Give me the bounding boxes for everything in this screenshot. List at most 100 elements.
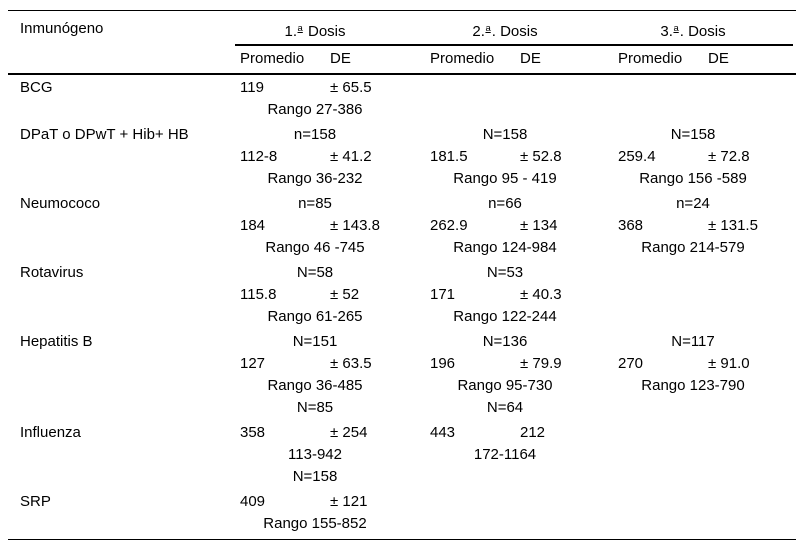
table-row: SRP 409 ± 121 Rango 155-852: [8, 491, 796, 535]
center-value: Rango 155-852: [263, 515, 367, 532]
table-row: Rotavirus N=58 115.8 ± 52 Rango 61-265 N=53 17…: [8, 262, 796, 328]
subheader-dose-3: Promedio DE: [608, 48, 778, 70]
center-value: N=53: [486, 264, 524, 281]
dose-2-ordinal: a: [485, 23, 491, 34]
center-value: N=85: [296, 399, 334, 416]
table-row: BCG 119 ± 65.5 Rango 27-386: [8, 77, 796, 121]
center-value: Rango 46 -745: [265, 239, 365, 256]
dose-cell: 119 ± 65.5 Rango 27-386: [230, 77, 400, 121]
subheader-promedio-2: Promedio: [430, 50, 495, 67]
center-value: Rango 36-485: [267, 377, 363, 394]
center-value: N=158: [292, 468, 338, 485]
center-value: N=136: [482, 333, 528, 350]
de-value: ± 134: [520, 217, 558, 234]
subheader-dose-1: Promedio DE: [230, 48, 400, 70]
de-value: ± 40.3: [520, 286, 562, 303]
table-row: Neumococo n=85 184 ± 143.8 Rango 46 -745 n=66…: [8, 193, 796, 259]
stat-line: 443 212: [420, 422, 590, 444]
column-header-dose-3: 3.a. Dosis: [608, 18, 778, 43]
center-value: Rango 214-579: [641, 239, 745, 256]
promedio-value: 409: [240, 493, 266, 510]
stat-line: 112-8 ± 41.2: [230, 146, 400, 168]
stat-line: 127 ± 63.5: [230, 353, 400, 375]
center-value: n=85: [298, 195, 332, 212]
promedio-value: 262.9: [430, 217, 468, 234]
column-header-dose-1: 1.a Dosis: [230, 18, 400, 43]
dose-3-word: . Dosis: [679, 23, 726, 40]
dose-1-ordinal: a: [297, 23, 303, 34]
dose-cell: N=136 196 ± 79.9 Rango 95-730 N=64: [420, 331, 590, 419]
center-value: Rango 27-386: [267, 101, 363, 118]
stat-line: 409 ± 121: [230, 491, 400, 513]
de-value: ± 91.0: [708, 355, 750, 372]
center-value: Rango 156 -589: [639, 170, 747, 187]
table-row: Influenza 358 ± 254 113-942 N=158 443 212 172-1…: [8, 422, 796, 488]
de-value: 212: [520, 424, 546, 441]
dose-cell: n=66 262.9 ± 134 Rango 124-984: [420, 193, 590, 259]
stat-line: 262.9 ± 134: [420, 215, 590, 237]
immunogen-label: Neumococo: [20, 195, 101, 212]
stat-line: 181.5 ± 52.8: [420, 146, 590, 168]
dose-1-number: 1.: [284, 23, 298, 40]
dose-cell: n=158 112-8 ± 41.2 Rango 36-232: [230, 124, 400, 190]
de-value: ± 121: [330, 493, 368, 510]
immunogen-label: Hepatitis B: [20, 333, 93, 350]
table-row: DPaT o DPwT + Hib+ HB n=158 112-8 ± 41.2 Ran…: [8, 124, 796, 190]
stat-line: 119 ± 65.5: [230, 77, 400, 99]
stat-line: 196 ± 79.9: [420, 353, 590, 375]
center-value: Rango 123-790: [641, 377, 745, 394]
stat-line: 270 ± 91.0: [608, 353, 778, 375]
subheader-de-3: DE: [708, 50, 729, 67]
subheader-de-1: DE: [330, 50, 351, 67]
center-value: N=158: [670, 126, 716, 143]
center-value: Rango 124-984: [453, 239, 557, 256]
de-value: ± 63.5: [330, 355, 372, 372]
dose-2-number: 2.: [472, 23, 485, 40]
center-value: Rango 122-244: [453, 308, 557, 325]
dose-header-underline: [235, 44, 793, 46]
center-value: Rango 95-730: [457, 377, 553, 394]
center-value: N=151: [292, 333, 338, 350]
dose-cell: N=158 259.4 ± 72.8 Rango 156 -589: [608, 124, 778, 190]
de-value: ± 79.9: [520, 355, 562, 372]
promedio-value: 115.8: [240, 286, 277, 303]
dose-cell: N=151 127 ± 63.5 Rango 36-485 N=85: [230, 331, 400, 419]
promedio-value: 112-8: [240, 148, 278, 165]
promedio-value: 196: [430, 355, 456, 372]
promedio-value: 119: [240, 79, 264, 96]
center-value: N=117: [671, 333, 715, 350]
de-value: ± 72.8: [708, 148, 750, 165]
subheader-de-2: DE: [520, 50, 541, 67]
subheader-promedio-1: Promedio: [240, 50, 305, 67]
center-value: Rango 95 - 419: [453, 170, 557, 187]
column-header-inmunogeno: Inmunógeno: [20, 20, 104, 37]
de-value: ± 131.5: [708, 217, 758, 234]
column-header-dose-2: 2.a. Dosis: [420, 18, 590, 43]
stat-line: 259.4 ± 72.8: [608, 146, 778, 168]
dose-cell: n=24 368 ± 131.5 Rango 214-579: [608, 193, 778, 259]
promedio-value: 127: [240, 355, 266, 372]
dose-cell: N=58 115.8 ± 52 Rango 61-265: [230, 262, 400, 328]
dose-cell: 358 ± 254 113-942 N=158: [230, 422, 400, 488]
center-value: Rango 61-265: [267, 308, 363, 325]
table-header: Inmunógeno 1.a Dosis 2.a. Dosis 3.a. Dos…: [8, 11, 796, 75]
dose-cell: N=53 171 ± 40.3 Rango 122-244: [420, 262, 590, 328]
center-value: 113-942: [288, 446, 342, 463]
promedio-value: 443: [430, 424, 456, 441]
immunogen-label: SRP: [20, 493, 51, 510]
de-value: ± 143.8: [330, 217, 380, 234]
dose-2-word: . Dosis: [491, 23, 538, 40]
stat-line: 184 ± 143.8: [230, 215, 400, 237]
center-value: Rango 36-232: [267, 170, 363, 187]
center-value: n=158: [293, 126, 337, 143]
immunogen-label: BCG: [20, 79, 53, 96]
center-value: 172-1164: [473, 446, 537, 463]
promedio-value: 184: [240, 217, 266, 234]
de-value: ± 52: [330, 286, 360, 303]
immunogen-label: Rotavirus: [20, 264, 84, 281]
dose-cell: N=158 181.5 ± 52.8 Rango 95 - 419: [420, 124, 590, 190]
dose-cell: N=117 270 ± 91.0 Rango 123-790: [608, 331, 778, 397]
promedio-value: 171: [430, 286, 456, 303]
de-value: ± 52.8: [520, 148, 562, 165]
